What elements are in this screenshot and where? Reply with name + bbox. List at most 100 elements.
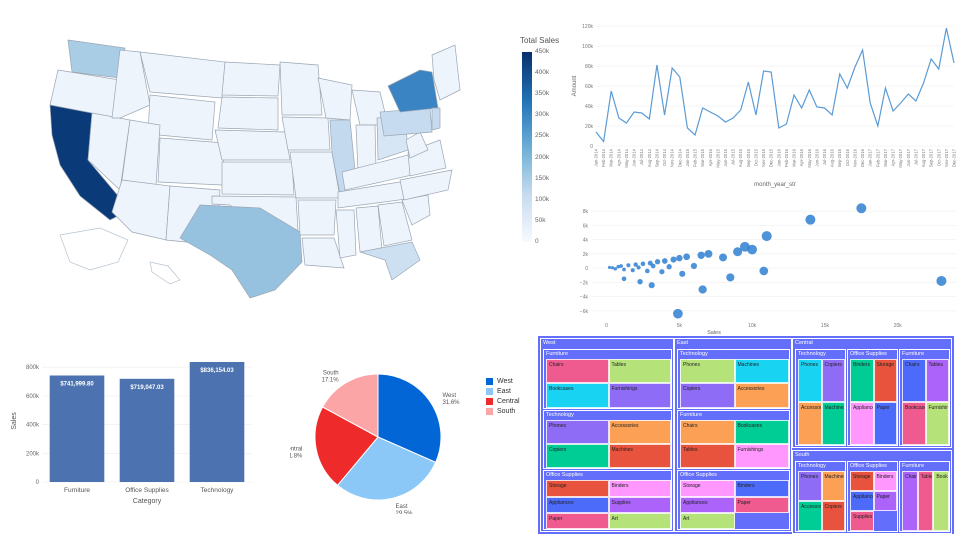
treemap-cell[interactable]: Bookcases: [933, 471, 949, 531]
state-arkansas[interactable]: [297, 199, 337, 236]
treemap-cell[interactable]: Supplies: [850, 511, 874, 531]
state-montana[interactable]: [139, 51, 226, 99]
state-arizona[interactable]: [111, 179, 171, 241]
treemap-cell[interactable]: Copiers: [680, 383, 735, 408]
treemap-cell[interactable]: Paper: [873, 402, 897, 445]
state-florida[interactable]: [359, 241, 421, 281]
state-alaska[interactable]: [59, 227, 129, 271]
state-texas[interactable]: [179, 204, 303, 299]
state-north-dakota[interactable]: [221, 61, 281, 97]
treemap-cell[interactable]: Appliances: [680, 496, 735, 513]
treemap-cell[interactable]: Machines: [608, 443, 671, 469]
state-georgia[interactable]: [377, 201, 413, 247]
treemap-cell[interactable]: Copiers: [821, 501, 845, 531]
treemap-cell[interactable]: Machines: [734, 359, 789, 384]
treemap-cell[interactable]: Phones: [546, 419, 609, 444]
state-wyoming[interactable]: [147, 94, 216, 141]
treemap-cell[interactable]: Binders: [873, 471, 897, 491]
treemap-category[interactable]: Technology Phones Machines Copiers Accessori…: [677, 349, 790, 409]
treemap-category[interactable]: Office Supplies Binders Storage AppliancesP…: [847, 349, 898, 446]
treemap-cell[interactable]: Accessories: [608, 419, 671, 444]
treemap-category[interactable]: Technology Phones Machines AccessoriesCopie…: [795, 461, 846, 532]
state-mississippi[interactable]: [335, 209, 357, 259]
state-north-carolina[interactable]: [399, 169, 453, 201]
state-new-jersey[interactable]: [431, 107, 441, 131]
region-category-treemap[interactable]: West Furniture Chairs Tables Bookcases Furnis…: [538, 336, 954, 534]
state-alabama[interactable]: [355, 205, 383, 253]
treemap-cell[interactable]: Phones: [798, 359, 822, 402]
treemap-cell[interactable]: Tables: [917, 471, 934, 531]
state-south-dakota[interactable]: [217, 96, 279, 131]
state-iowa[interactable]: [281, 116, 331, 151]
treemap-cell[interactable]: Bookcases: [546, 383, 609, 408]
us-sales-map[interactable]: [0, 0, 510, 300]
sales-profit-scatter[interactable]: 8k 6k 4k 2k 0 −2k −4k −6k 0 5k 10k 15k 20k Sales: [566, 198, 960, 336]
treemap-cell[interactable]: Art: [680, 512, 735, 529]
treemap-cell[interactable]: Bookcases: [734, 419, 789, 444]
treemap-category[interactable]: Office SuppliesStorageBindersAppliancesP…: [847, 461, 898, 532]
treemap-cell[interactable]: Binders: [734, 480, 789, 497]
treemap-cell[interactable]: Phones: [680, 359, 735, 384]
treemap-cell[interactable]: Binders: [608, 480, 671, 497]
treemap-category[interactable]: Technology Phones Accessories Copiers Machin…: [543, 409, 672, 470]
treemap-cell[interactable]: Paper: [734, 496, 789, 513]
category-sales-bar-chart[interactable]: 0 200k 400k 600k 800k $741,999.80 Furniture $71…: [0, 352, 262, 512]
treemap-category[interactable]: Office Supplies Storage Binders Appliances S…: [543, 470, 672, 530]
state-hawaii[interactable]: [149, 261, 181, 285]
treemap-region-central[interactable]: Central Technology Phones Copiers Accessorie…: [792, 338, 952, 448]
pie-legend-item[interactable]: Central: [486, 396, 536, 406]
state-washington[interactable]: [67, 39, 126, 79]
treemap-region-south[interactable]: South Technology Phones Machines Accessories…: [792, 450, 952, 534]
monthly-sales-line-chart[interactable]: 0 20k 40k 60k 80k 100k 120k Jan-2014 Feb-2014 Mar…: [566, 18, 960, 190]
treemap-cell[interactable]: Storage: [546, 480, 609, 497]
treemap-cell[interactable]: Paper: [546, 512, 609, 529]
treemap-cell[interactable]: Supplies: [608, 496, 671, 513]
treemap-cell[interactable]: Appliances: [850, 402, 874, 445]
treemap-category[interactable]: Technology Phones Copiers AccessoriesMachin…: [795, 349, 846, 446]
state-kansas[interactable]: [221, 161, 295, 196]
state-west-virginia[interactable]: [405, 131, 429, 159]
treemap-cell[interactable]: Storage: [873, 359, 897, 402]
treemap-cell[interactable]: Art: [608, 512, 671, 529]
treemap-region-west[interactable]: West Furniture Chairs Tables Bookcases Furnis…: [540, 338, 674, 532]
state-missouri[interactable]: [289, 151, 341, 199]
treemap-cell[interactable]: Tables: [680, 443, 735, 469]
pie-legend-item[interactable]: West: [486, 376, 536, 386]
state-minnesota[interactable]: [279, 61, 323, 116]
treemap-cell[interactable]: Accessories: [734, 383, 789, 408]
treemap-cell[interactable]: Accessories: [798, 402, 822, 445]
state-colorado[interactable]: [157, 137, 226, 186]
treemap-cell[interactable]: Copiers: [821, 359, 845, 402]
state-new-england[interactable]: [431, 44, 461, 101]
treemap-cell[interactable]: Chairs: [546, 359, 609, 384]
treemap-region-east[interactable]: East Technology Phones Machines Copiers Acces…: [674, 338, 792, 532]
treemap-cell[interactable]: Tables: [608, 359, 671, 384]
treemap-cell[interactable]: Tables: [925, 359, 949, 402]
state-idaho[interactable]: [111, 49, 151, 119]
treemap-cell[interactable]: Furnishings: [734, 443, 789, 469]
treemap-category[interactable]: FurnitureChairsTablesBookcasesFurnishing…: [899, 349, 950, 446]
treemap-cell[interactable]: Binders: [850, 359, 874, 402]
treemap-cell[interactable]: Appliances: [546, 496, 609, 513]
treemap-cell[interactable]: Storage: [850, 471, 874, 491]
state-louisiana[interactable]: [301, 237, 345, 269]
state-wisconsin[interactable]: [317, 77, 353, 121]
treemap-cell[interactable]: Machines: [821, 471, 845, 501]
treemap-category[interactable]: Furniture Chairs Bookcases Tables Furnishing…: [677, 409, 790, 470]
treemap-cell[interactable]: Chairs: [680, 419, 735, 444]
pie-legend-item[interactable]: East: [486, 386, 536, 396]
treemap-cell[interactable]: Chairs: [902, 359, 926, 402]
state-pennsylvania[interactable]: [379, 107, 433, 137]
treemap-cell[interactable]: Furnishings: [608, 383, 671, 408]
treemap-cell[interactable]: Bookcases: [902, 402, 926, 445]
treemap-cell[interactable]: Paper: [873, 491, 897, 511]
treemap-cell[interactable]: Furnishings: [925, 402, 949, 445]
treemap-cell[interactable]: Storage: [680, 480, 735, 497]
pie-legend-item[interactable]: South: [486, 406, 536, 416]
treemap-cell[interactable]: Chairs: [902, 471, 918, 531]
state-new-york[interactable]: [387, 69, 439, 113]
